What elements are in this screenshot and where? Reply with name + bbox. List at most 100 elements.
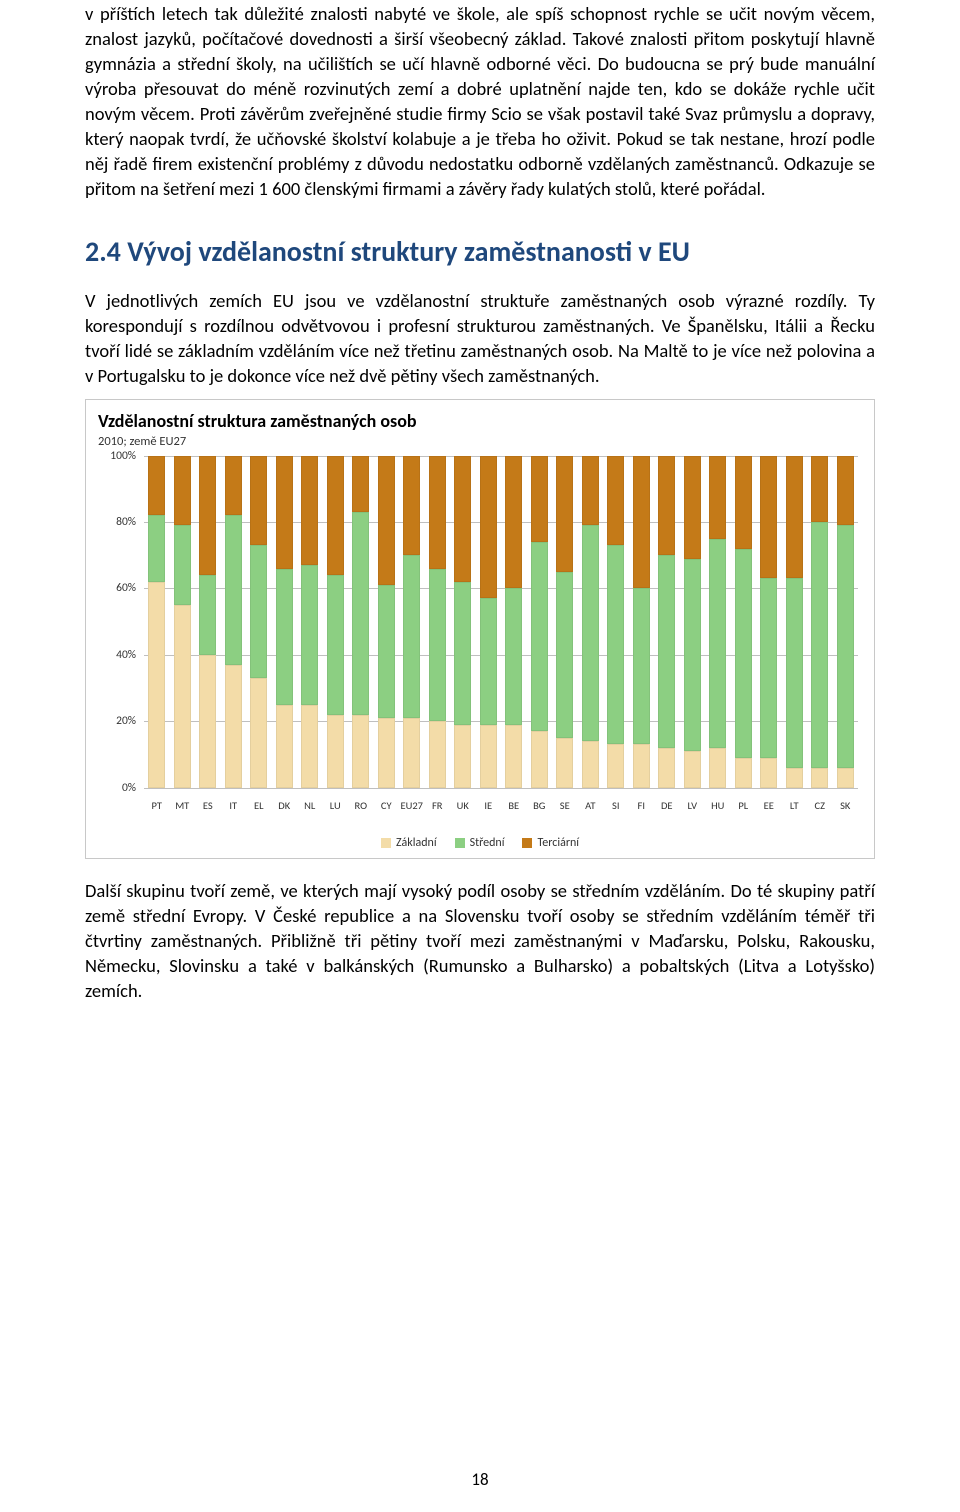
- legend-label-stredni: Střední: [470, 836, 505, 850]
- bar-segment-terciarni: [735, 456, 752, 549]
- bar-slot: [374, 456, 400, 788]
- bar-slot: [323, 456, 349, 788]
- bar-segment-zakladni: [735, 758, 752, 788]
- bar-segment-terciarni: [225, 456, 242, 516]
- bar-slot: [221, 456, 247, 788]
- chart-title: Vzdělanostní struktura zaměstnaných osob: [98, 410, 862, 432]
- bar-segment-stredni: [148, 515, 165, 581]
- bar: [709, 456, 726, 788]
- y-tick-label: 40%: [116, 648, 136, 662]
- y-tick-label: 100%: [110, 449, 136, 463]
- bar-segment-terciarni: [531, 456, 548, 542]
- bar-segment-zakladni: [837, 768, 854, 788]
- bar-segment-stredni: [684, 559, 701, 752]
- bar-segment-zakladni: [480, 725, 497, 788]
- bar-segment-stredni: [480, 598, 497, 724]
- x-tick-label: EL: [246, 795, 272, 812]
- bar: [633, 456, 650, 788]
- bar-segment-zakladni: [633, 744, 650, 787]
- x-tick-label: SI: [603, 795, 629, 812]
- bar-segment-terciarni: [199, 456, 216, 576]
- bar-slot: [246, 456, 272, 788]
- bar-segment-terciarni: [582, 456, 599, 526]
- legend-item-zakladni: Základní: [381, 836, 437, 850]
- bar-segment-terciarni: [276, 456, 293, 569]
- legend-swatch-zakladni: [381, 838, 391, 848]
- bar-segment-terciarni: [684, 456, 701, 559]
- bar: [225, 456, 242, 788]
- bar-slot: [425, 456, 451, 788]
- bar-slot: [807, 456, 833, 788]
- bar-segment-stredni: [403, 555, 420, 718]
- bar: [505, 456, 522, 788]
- chart-bars: [144, 456, 858, 788]
- bar-segment-stredni: [607, 545, 624, 744]
- bar-segment-terciarni: [633, 456, 650, 589]
- bar: [837, 456, 854, 788]
- x-tick-label: SE: [552, 795, 578, 812]
- bar-segment-stredni: [429, 569, 446, 722]
- bar-segment-zakladni: [148, 582, 165, 788]
- bar-segment-stredni: [582, 525, 599, 741]
- paragraph-3: Další skupinu tvoří země, ve kterých maj…: [85, 877, 875, 1004]
- bar-segment-zakladni: [327, 715, 344, 788]
- bar-segment-zakladni: [582, 741, 599, 787]
- bar-segment-zakladni: [225, 665, 242, 788]
- x-tick-label: IE: [476, 795, 502, 812]
- x-tick-label: DK: [272, 795, 298, 812]
- bar-slot: [552, 456, 578, 788]
- x-tick-label: FI: [629, 795, 655, 812]
- legend-swatch-terciarni: [522, 838, 532, 848]
- bar-segment-zakladni: [174, 605, 191, 788]
- bar-segment-zakladni: [505, 725, 522, 788]
- x-tick-label: BE: [501, 795, 527, 812]
- bar-segment-terciarni: [811, 456, 828, 522]
- bar-segment-terciarni: [837, 456, 854, 526]
- bar-slot: [297, 456, 323, 788]
- bar-segment-terciarni: [607, 456, 624, 546]
- bar-segment-stredni: [276, 569, 293, 705]
- bar-slot: [603, 456, 629, 788]
- x-tick-label: SK: [833, 795, 859, 812]
- bar: [352, 456, 369, 788]
- bar-slot: [501, 456, 527, 788]
- gridline: [144, 788, 858, 789]
- bar-slot: [272, 456, 298, 788]
- bar-segment-zakladni: [658, 748, 675, 788]
- paragraph-1: v příštích letech tak důležité znalosti …: [85, 0, 875, 202]
- bar: [658, 456, 675, 788]
- bar-segment-stredni: [633, 588, 650, 744]
- x-tick-label: MT: [170, 795, 196, 812]
- chart-container: Vzdělanostní struktura zaměstnaných osob…: [85, 399, 875, 859]
- bar-segment-terciarni: [760, 456, 777, 579]
- bar-segment-zakladni: [276, 705, 293, 788]
- bar-segment-terciarni: [403, 456, 420, 556]
- x-tick-label: AT: [578, 795, 604, 812]
- bar-slot: [144, 456, 170, 788]
- bar-segment-zakladni: [786, 768, 803, 788]
- bar-segment-terciarni: [429, 456, 446, 569]
- x-tick-label: IT: [221, 795, 247, 812]
- bar-slot: [629, 456, 655, 788]
- bar-segment-zakladni: [454, 725, 471, 788]
- x-tick-label: DE: [654, 795, 680, 812]
- bar-slot: [731, 456, 757, 788]
- bar-segment-zakladni: [199, 655, 216, 788]
- bar-slot: [756, 456, 782, 788]
- bar: [276, 456, 293, 788]
- x-tick-label: HU: [705, 795, 731, 812]
- bar: [250, 456, 267, 788]
- bar-segment-stredni: [735, 549, 752, 758]
- legend-label-terciarni: Terciární: [537, 836, 579, 850]
- y-tick-label: 80%: [116, 515, 136, 529]
- page-number: 18: [0, 1469, 960, 1490]
- bar-segment-stredni: [301, 565, 318, 704]
- bar: [429, 456, 446, 788]
- bar-slot: [195, 456, 221, 788]
- chart-legend: Základní Střední Terciární: [86, 836, 874, 850]
- legend-item-stredni: Střední: [455, 836, 505, 850]
- x-tick-label: PL: [731, 795, 757, 812]
- bar-segment-terciarni: [148, 456, 165, 516]
- x-tick-label: RO: [348, 795, 374, 812]
- bar: [582, 456, 599, 788]
